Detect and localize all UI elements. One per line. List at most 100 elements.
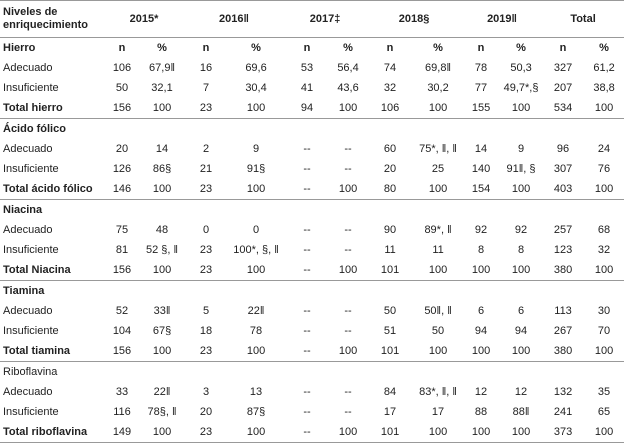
value-cell: 156 xyxy=(104,98,140,119)
value-cell: 373 xyxy=(542,422,585,443)
value-cell: 100 xyxy=(414,341,463,362)
row-label: Total ácido fólico xyxy=(0,179,104,200)
value-cell: 113 xyxy=(554,305,572,317)
row-label: Insuficiente xyxy=(3,163,59,175)
value-cell: -- xyxy=(284,422,331,443)
value-cell: 2 xyxy=(202,143,210,155)
value-cell: 23 xyxy=(184,422,229,443)
value-cell: 87§ xyxy=(246,406,266,418)
value-cell: 100 xyxy=(140,341,185,362)
value-cell: 33 xyxy=(115,386,129,398)
value-cell: 207 xyxy=(553,82,573,94)
value-cell: 13 xyxy=(249,386,263,398)
value-cell: 92 xyxy=(514,224,528,236)
value-cell: -- xyxy=(303,163,311,175)
value-cell: 0 xyxy=(202,224,210,236)
value-cell: 30 xyxy=(597,305,611,317)
value-cell: 156 xyxy=(104,341,140,362)
year-header: 2019‖ xyxy=(462,0,543,38)
section-name: Riboflavina xyxy=(3,366,58,378)
value-cell: -- xyxy=(303,143,311,155)
value-cell: 17 xyxy=(431,406,445,418)
value-cell: 50 xyxy=(115,82,129,94)
value-cell: 123 xyxy=(553,244,573,256)
value-cell: -- xyxy=(284,260,331,281)
value-cell: 307 xyxy=(553,163,573,175)
subheader-cell: n xyxy=(118,42,126,54)
year-header: Total xyxy=(542,0,624,38)
value-cell: -- xyxy=(303,244,311,256)
subheader-cell: % xyxy=(599,42,609,54)
value-cell: -- xyxy=(344,386,352,398)
value-cell: 49,7*,§ xyxy=(503,82,539,94)
value-cell: 91§ xyxy=(246,163,266,175)
value-cell: 327 xyxy=(553,62,573,74)
value-cell: 75 xyxy=(115,224,129,236)
subheader-cell: n xyxy=(303,42,311,54)
value-cell: 22‖ xyxy=(247,305,265,317)
row-label: Adecuado xyxy=(3,386,53,398)
value-cell: 77 xyxy=(474,82,488,94)
value-cell: 6 xyxy=(477,305,485,317)
value-cell: 88‖ xyxy=(512,406,530,418)
value-cell: 100 xyxy=(140,422,185,443)
value-cell: -- xyxy=(344,244,352,256)
value-cell: 50 xyxy=(383,305,397,317)
value-cell: 100 xyxy=(228,422,285,443)
data-row: Total tiamina 156 100 23 100 -- 100 101 100 100 10… xyxy=(0,341,624,362)
value-cell: 257 xyxy=(553,224,573,236)
value-cell: 116 xyxy=(113,406,131,418)
value-cell: 14 xyxy=(474,143,488,155)
value-cell: -- xyxy=(303,406,311,418)
value-cell: 74 xyxy=(383,62,397,74)
value-cell: 60 xyxy=(383,143,397,155)
value-cell: 50,3 xyxy=(510,62,532,74)
value-cell: 100 xyxy=(330,98,367,119)
value-cell: 50 xyxy=(431,325,445,337)
data-row: Total Niacina 156 100 23 100 -- 100 101 100 100 10… xyxy=(0,260,624,281)
value-cell: 67,9‖ xyxy=(149,62,175,74)
value-cell: -- xyxy=(303,305,311,317)
value-cell: 403 xyxy=(542,179,585,200)
year-header: 2016‖ xyxy=(184,0,285,38)
data-row: Total hierro 156 100 23 100 94 100 106 100 155 100… xyxy=(0,98,624,119)
value-cell: 83*, ‖, ‖ xyxy=(419,386,457,398)
value-cell: 100 xyxy=(330,260,367,281)
value-cell: -- xyxy=(344,325,352,337)
value-cell: 21 xyxy=(199,163,213,175)
value-cell: -- xyxy=(284,179,331,200)
row-label: Insuficiente xyxy=(3,325,59,337)
section-name: Tiamina xyxy=(3,285,45,297)
section-row: Riboflavina xyxy=(0,362,624,383)
section-name: Ácido fólico xyxy=(3,123,66,135)
value-cell: 100 xyxy=(228,98,285,119)
subheader-cell: n xyxy=(386,42,394,54)
value-cell: 100 xyxy=(462,341,501,362)
subheader-cell: % xyxy=(516,42,526,54)
value-cell: 140 xyxy=(471,163,491,175)
row-label: Adecuado xyxy=(3,305,53,317)
value-cell: 38,8 xyxy=(593,82,615,94)
value-cell: 155 xyxy=(462,98,501,119)
value-cell: 20 xyxy=(383,163,397,175)
subheader-cell: n xyxy=(559,42,567,54)
value-cell: 70 xyxy=(597,325,611,337)
value-cell: 76 xyxy=(597,163,611,175)
value-cell: 146 xyxy=(104,179,140,200)
value-cell: 100 xyxy=(140,179,185,200)
value-cell: 65 xyxy=(597,406,611,418)
value-cell: 67§ xyxy=(152,325,172,337)
row-label: Insuficiente xyxy=(3,244,59,256)
data-row: Total riboflavina 149 100 23 100 -- 100 101 100 1… xyxy=(0,422,624,443)
value-cell: 100 xyxy=(500,260,543,281)
value-cell: 100 xyxy=(330,422,367,443)
value-cell: 52 xyxy=(115,305,129,317)
value-cell: 104 xyxy=(112,325,132,337)
value-cell: 100 xyxy=(414,98,463,119)
year-header: 2015* xyxy=(104,0,185,38)
value-cell: 101 xyxy=(366,260,415,281)
value-cell: 380 xyxy=(542,341,585,362)
subheader-cell: % xyxy=(343,42,353,54)
row-label: Total hierro xyxy=(0,98,104,119)
